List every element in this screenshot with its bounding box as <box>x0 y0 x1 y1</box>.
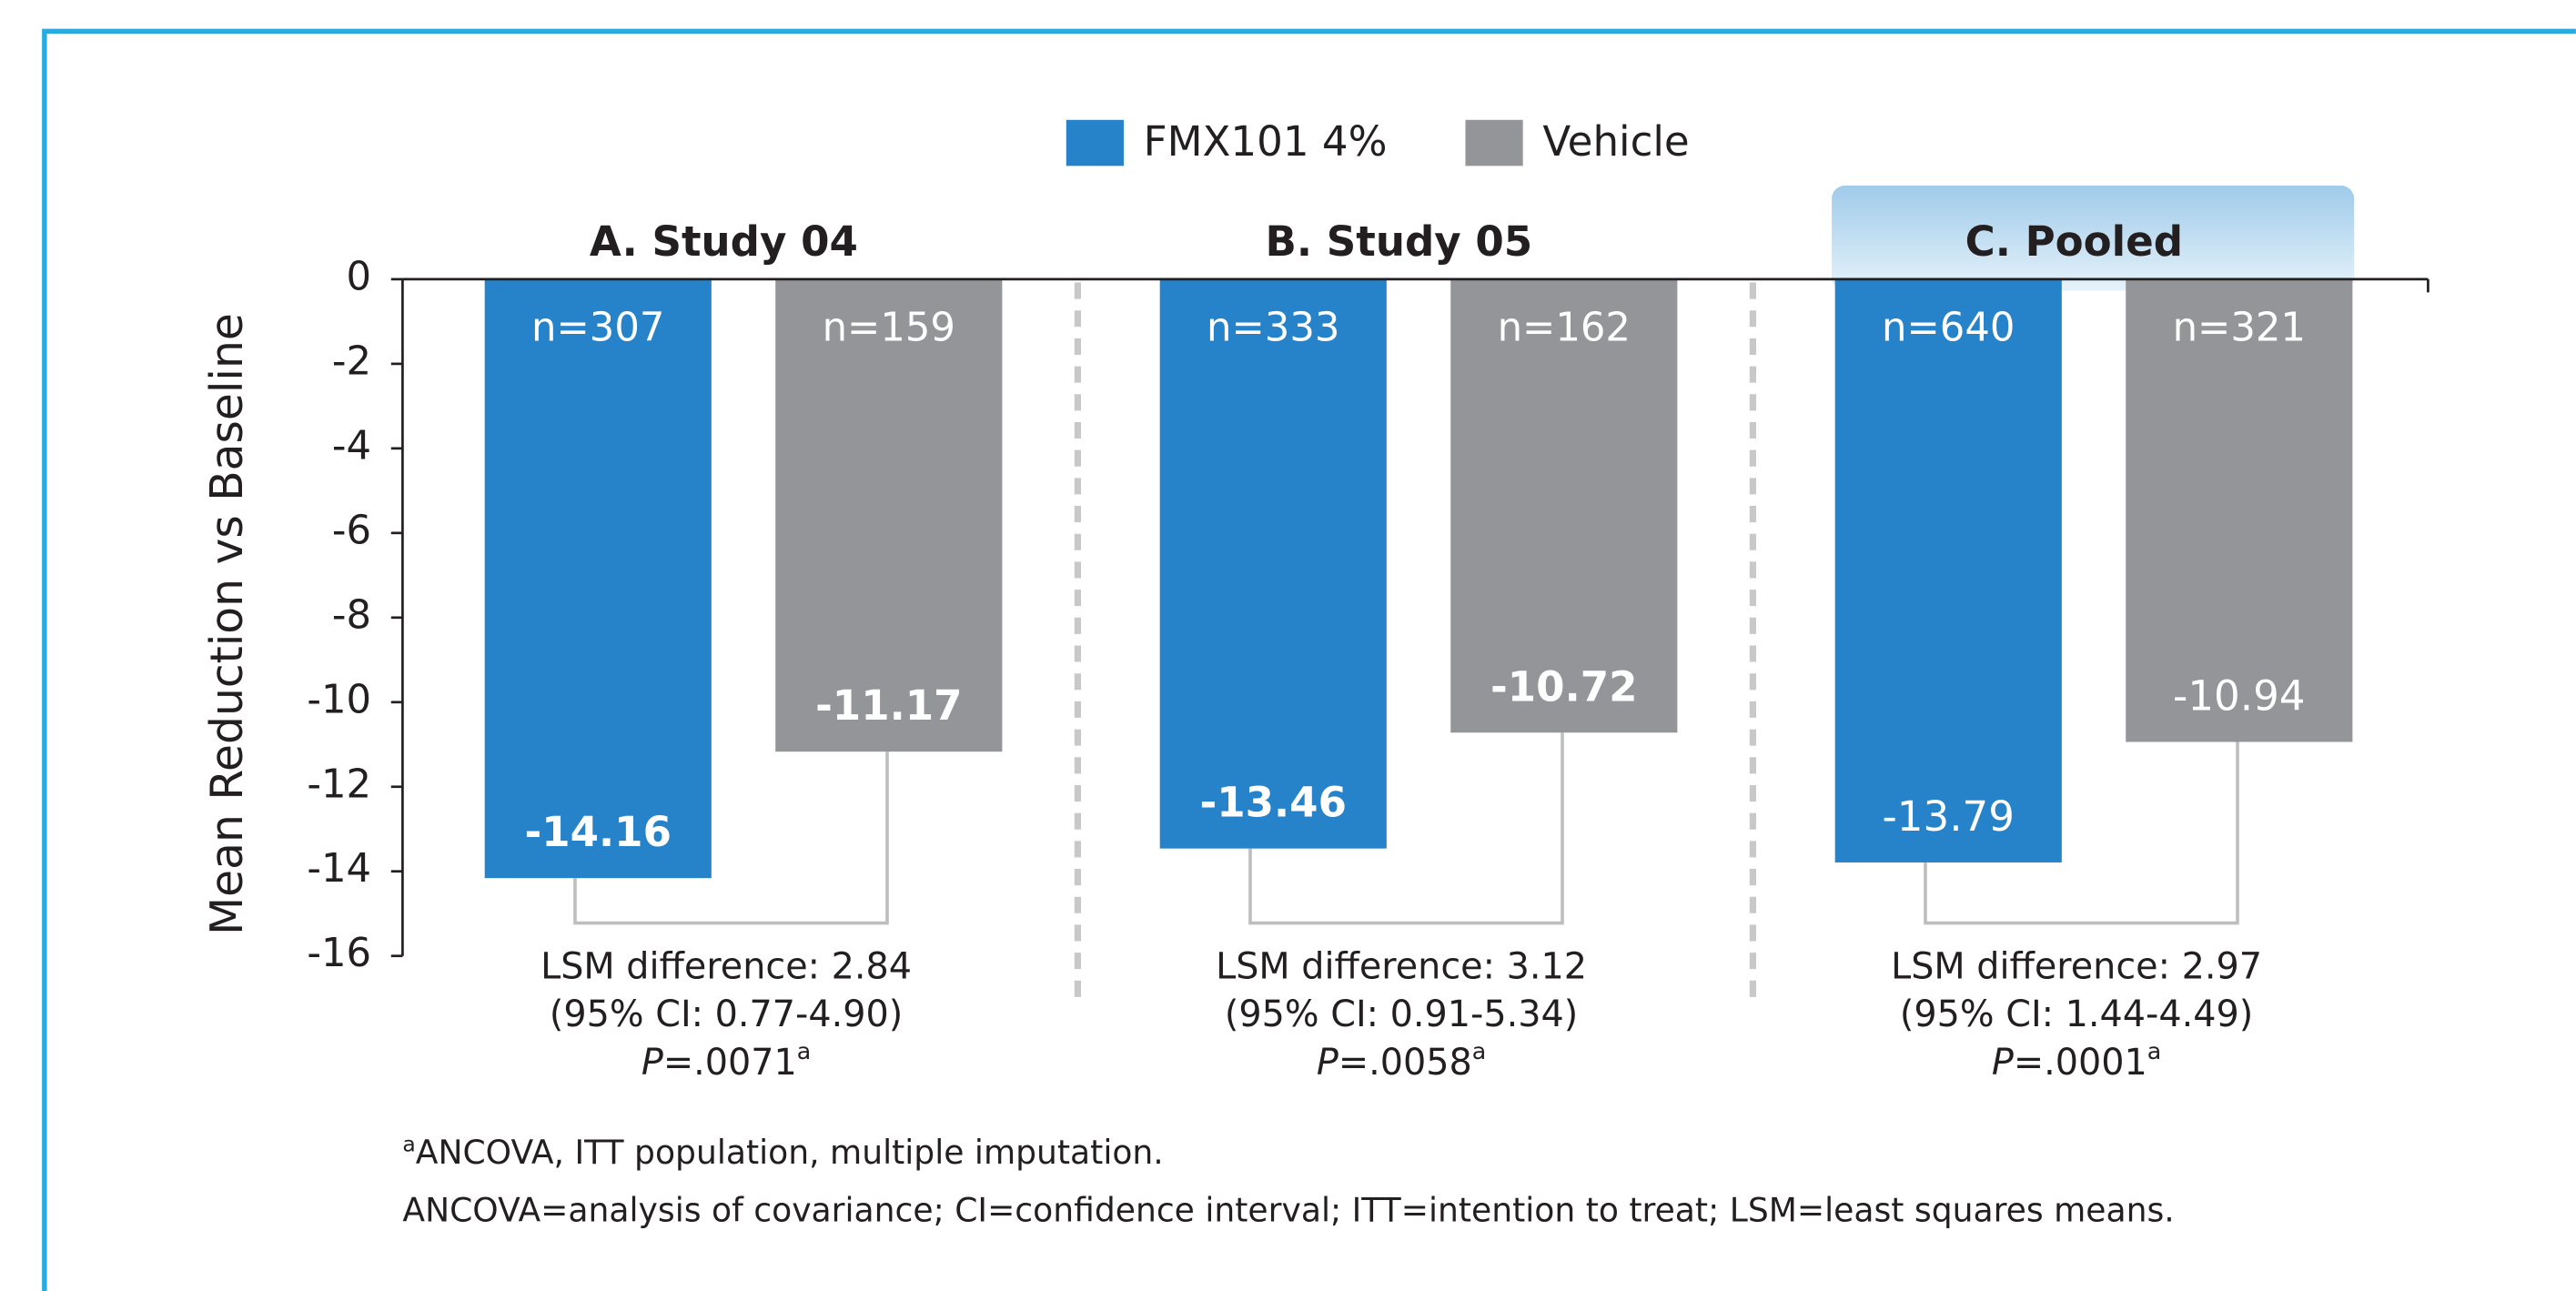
y-tick-label: -8 <box>332 592 371 638</box>
value-label: -11.17 <box>815 681 962 730</box>
lsm-difference: LSM difference: 2.84 <box>540 946 912 988</box>
group-title: B. Study 05 <box>1266 217 1533 266</box>
y-tick-label: -6 <box>332 508 371 553</box>
difference-bracket <box>1924 741 2239 925</box>
legend-label: FMX101 4% <box>1144 117 1388 166</box>
p-number: =.0071 <box>663 1041 797 1083</box>
p-label: P <box>641 1041 663 1083</box>
value-label: -13.46 <box>1200 779 1347 827</box>
y-axis-label: Mean Reduction vs Baseline <box>202 313 253 935</box>
legend-swatch <box>1465 119 1523 166</box>
footnote-marker: a <box>1472 1038 1486 1064</box>
footnote-text: ANCOVA=analysis of covariance; CI=confid… <box>402 1190 2174 1229</box>
p-number: =.0001 <box>2014 1041 2147 1083</box>
group-title: A. Study 04 <box>590 217 858 266</box>
value-label: -13.79 <box>1883 792 2015 841</box>
lsm-difference: LSM difference: 3.12 <box>1216 946 1587 988</box>
p-value: P=.0071a <box>641 1038 811 1083</box>
value-label: -14.16 <box>525 808 672 856</box>
footnote-marker: a <box>402 1131 415 1156</box>
footnote: ANCOVA=analysis of covariance; CI=confid… <box>402 1190 2174 1229</box>
bar <box>775 278 1003 752</box>
bar <box>1834 278 2062 862</box>
difference-bracket <box>1248 732 1564 925</box>
p-label: P <box>1317 1041 1339 1083</box>
n-label: n=321 <box>2173 305 2306 350</box>
value-label: -10.72 <box>1490 662 1637 711</box>
footnote-text: ANCOVA, ITT population, multiple imputat… <box>416 1133 1164 1172</box>
n-label: n=162 <box>1498 305 1631 350</box>
y-tick-label: -14 <box>307 846 371 892</box>
legend-swatch <box>1066 119 1124 166</box>
y-tick-label: -10 <box>307 677 371 722</box>
p-number: =.0058 <box>1339 1041 1472 1083</box>
y-tick-label: -4 <box>332 423 371 469</box>
bar <box>2126 278 2353 742</box>
value-label: -10.94 <box>2173 672 2305 721</box>
n-label: n=640 <box>1882 305 2015 350</box>
confidence-interval: (95% CI: 0.91-5.34) <box>1225 993 1578 1035</box>
y-tick-label: -2 <box>332 338 371 384</box>
confidence-interval: (95% CI: 1.44-4.49) <box>1900 993 2253 1035</box>
lsm-difference: LSM difference: 2.97 <box>1891 946 2262 988</box>
p-value: P=.0001a <box>1992 1038 2161 1083</box>
bar <box>484 278 712 879</box>
y-tick-label: -12 <box>307 761 371 807</box>
y-tick-label: -16 <box>307 931 371 976</box>
group-title: C. Pooled <box>1965 217 2183 266</box>
footnote-marker: a <box>2147 1038 2161 1064</box>
p-label: P <box>1992 1041 2014 1083</box>
bar <box>1450 278 1678 733</box>
n-label: n=159 <box>823 305 955 350</box>
legend-label: Vehicle <box>1542 117 1689 166</box>
footnote: aANCOVA, ITT population, multiple imputa… <box>402 1131 1163 1172</box>
n-label: n=333 <box>1207 305 1339 350</box>
frame <box>42 28 2576 1291</box>
p-value: P=.0058a <box>1317 1038 1486 1083</box>
category-highlight <box>1832 186 2355 291</box>
y-tick-label: 0 <box>347 254 372 299</box>
n-label: n=307 <box>531 305 664 350</box>
footnote-marker: a <box>797 1038 811 1064</box>
confidence-interval: (95% CI: 0.77-4.90) <box>550 993 903 1035</box>
difference-bracket <box>573 751 889 925</box>
bar <box>1159 278 1387 849</box>
